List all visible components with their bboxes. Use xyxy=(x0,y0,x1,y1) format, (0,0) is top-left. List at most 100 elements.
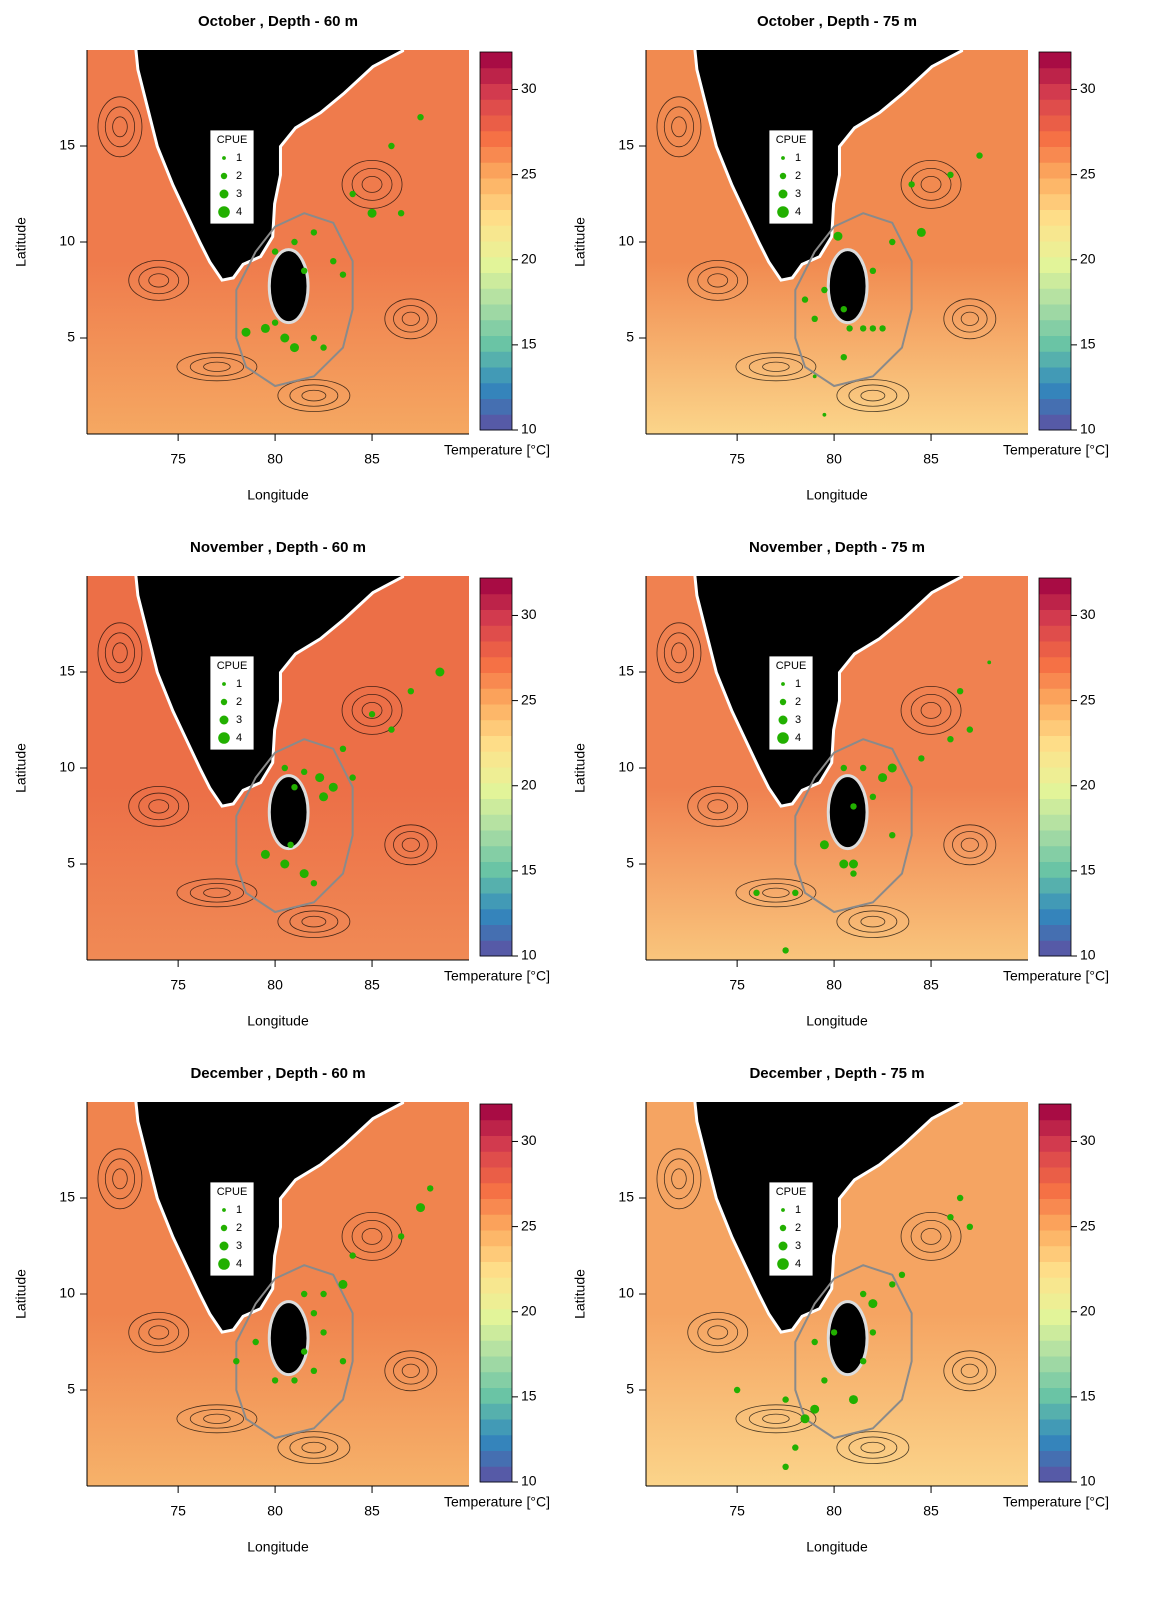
legend-box xyxy=(768,1181,814,1277)
cpue-point xyxy=(812,374,817,379)
cpue-point xyxy=(407,688,415,695)
eez-boundary xyxy=(794,212,913,388)
cpue-point xyxy=(976,152,983,159)
colorbar-step xyxy=(1039,1119,1071,1136)
colorbar-label: Temperature [°C] xyxy=(1003,442,1109,458)
contour-line xyxy=(943,1350,997,1392)
cpue-point xyxy=(840,354,847,361)
legend-label: 4 xyxy=(236,1258,242,1270)
cpue-point xyxy=(320,1290,327,1298)
cpue-point xyxy=(291,238,298,246)
contour-line xyxy=(748,357,803,377)
colorbar-frame xyxy=(479,577,513,957)
land-sri-lanka xyxy=(826,248,869,325)
cpue-point xyxy=(800,1414,810,1424)
legend-marker xyxy=(777,732,789,744)
colorbar-step xyxy=(480,130,512,147)
cpue-point xyxy=(291,784,298,791)
contour-line xyxy=(203,361,231,372)
colorbar-step xyxy=(480,735,512,752)
colorbar-step xyxy=(1039,1434,1071,1451)
cpue-point xyxy=(782,1463,789,1470)
colorbar-step xyxy=(1039,924,1071,941)
cpue-point xyxy=(241,327,251,337)
contour-line xyxy=(860,389,886,402)
colorbar-step xyxy=(480,877,512,894)
cpue-point xyxy=(388,142,395,150)
legend-title: CPUE xyxy=(217,660,248,672)
colorbar-step xyxy=(480,52,512,69)
colorbar-label: Temperature [°C] xyxy=(444,968,550,984)
colorbar-tick-label: 20 xyxy=(521,1302,537,1318)
colorbar-step xyxy=(480,908,512,925)
colorbar-step xyxy=(480,1182,512,1199)
legend-label: 2 xyxy=(236,1222,242,1234)
colorbar-step xyxy=(1039,1324,1071,1341)
contour-line xyxy=(401,1363,420,1378)
y-axis-label: Latitude xyxy=(572,743,588,793)
cpue-point xyxy=(339,745,347,752)
contour-line xyxy=(748,883,803,903)
legend-title: CPUE xyxy=(217,1186,248,1198)
cpue-point xyxy=(320,1329,327,1336)
cpue-point xyxy=(830,1329,838,1336)
contour-line xyxy=(697,1318,739,1347)
cpue-point xyxy=(987,660,992,665)
legend-label: 2 xyxy=(236,170,242,182)
legend-label: 1 xyxy=(236,152,242,164)
cpue-point xyxy=(898,1271,906,1278)
cpue-point xyxy=(289,343,299,353)
cpue-point xyxy=(280,333,290,343)
contour-line xyxy=(384,298,438,340)
colorbar-step xyxy=(480,782,512,799)
cpue-point xyxy=(349,774,356,781)
colorbar-step xyxy=(480,1104,512,1121)
land-india xyxy=(137,50,402,279)
legend-marker xyxy=(218,732,230,744)
colorbar-step xyxy=(480,688,512,705)
cpue-point xyxy=(320,344,327,351)
cpue-point xyxy=(291,1377,298,1384)
contour-line xyxy=(735,878,817,908)
colorbar-step xyxy=(480,367,512,384)
contour-line xyxy=(943,298,997,340)
contour-line xyxy=(836,905,910,939)
colorbar-tick-label: 30 xyxy=(521,80,537,96)
colorbar-step xyxy=(480,351,512,368)
legend-label: 3 xyxy=(795,1240,801,1252)
land-india xyxy=(696,50,961,279)
cpue-point xyxy=(850,803,857,810)
colorbar-tick-label: 10 xyxy=(521,1473,537,1489)
colorbar-step xyxy=(480,193,512,210)
colorbar-step xyxy=(480,1371,512,1388)
contour-line xyxy=(203,1413,231,1424)
colorbar-step xyxy=(480,845,512,862)
colorbar-tick-label: 15 xyxy=(1080,1388,1096,1404)
contour-line xyxy=(277,905,351,939)
colorbar-step xyxy=(1039,52,1071,69)
colorbar-step xyxy=(1039,67,1071,84)
colorbar-step xyxy=(480,940,512,957)
colorbar-tick-label: 20 xyxy=(1080,1302,1096,1318)
colorbar-step xyxy=(1039,940,1071,957)
colorbar-tick-label: 25 xyxy=(521,691,537,707)
cpue-point xyxy=(300,768,308,776)
colorbar-step xyxy=(480,67,512,84)
cpue-point xyxy=(300,267,308,274)
colorbar-step xyxy=(480,256,512,273)
colorbar-step xyxy=(480,672,512,689)
colorbar-step xyxy=(1039,1293,1071,1310)
colorbar-step xyxy=(1039,1356,1071,1373)
land-india xyxy=(696,1102,961,1331)
legend-label: 4 xyxy=(795,732,801,744)
cpue-point xyxy=(397,1233,405,1240)
cpue-point xyxy=(417,114,424,121)
legend-marker xyxy=(219,1241,229,1251)
y-tick-label: 15 xyxy=(59,137,75,153)
contour-line xyxy=(112,642,128,664)
x-tick-label: 85 xyxy=(364,977,380,993)
contour-line xyxy=(97,96,143,158)
cpue-point xyxy=(887,763,897,773)
legend-label: 1 xyxy=(236,1204,242,1216)
